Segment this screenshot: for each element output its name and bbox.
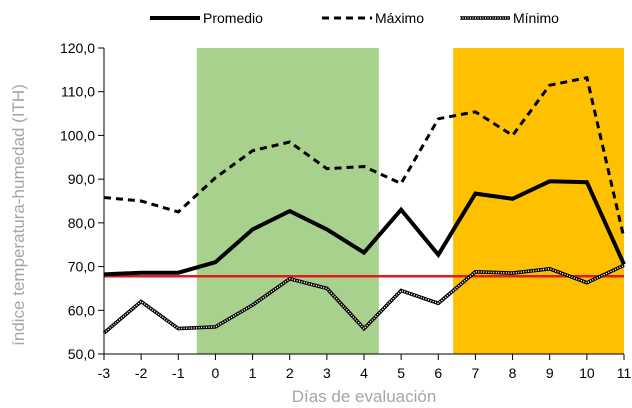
y-tick-label: 80,0: [68, 215, 95, 231]
x-axis-title: Días de evaluación: [292, 387, 437, 406]
y-tick-label: 70,0: [68, 259, 95, 275]
y-tick-label: 60,0: [68, 302, 95, 318]
y-tick-label: 50,0: [68, 346, 95, 362]
shaded-regions: [196, 48, 624, 354]
x-tick-label: 7: [472, 365, 480, 381]
series-line-promedio: [103, 179, 626, 277]
x-tick-label: 5: [397, 365, 405, 381]
x-tick-label: -1: [172, 365, 185, 381]
shaded-region-2: [453, 48, 624, 354]
series-layer: [102, 75, 626, 335]
legend-label-minimo: Mínimo: [513, 10, 559, 26]
series-line-maximo: [103, 75, 626, 239]
x-tick-label: -2: [135, 365, 148, 381]
x-tick-label: 4: [360, 365, 368, 381]
x-tick-label: -3: [98, 365, 111, 381]
x-tick-label: 11: [617, 365, 632, 381]
y-tick-label: 90,0: [68, 171, 95, 187]
y-tick-label: 100,0: [60, 127, 95, 143]
series-line-minimo: [102, 263, 625, 335]
x-tick-label: 6: [434, 365, 442, 381]
legend-label-maximo: Máximo: [375, 10, 424, 26]
x-tick-label: 1: [249, 365, 257, 381]
x-tick-label: 8: [509, 365, 517, 381]
x-tick-label: 2: [286, 365, 294, 381]
y-axis-title: índice temperatura-humedad (ITH): [9, 84, 28, 346]
x-tick-label: 0: [212, 365, 220, 381]
axes: 50,0 60,0 70,0 80,0 90,0 100,0 110,0 120,0 -3 -2 -…: [60, 40, 632, 381]
y-tick-label: 120,0: [60, 40, 95, 56]
legend: Promedio Máximo Mínimo: [150, 10, 559, 26]
shaded-region-1: [196, 48, 379, 354]
legend-label-promedio: Promedio: [203, 10, 263, 26]
x-tick-label: 3: [323, 365, 331, 381]
x-tick-label: 10: [579, 365, 595, 381]
y-tick-label: 110,0: [61, 84, 95, 100]
x-tick-label: 9: [546, 365, 554, 381]
